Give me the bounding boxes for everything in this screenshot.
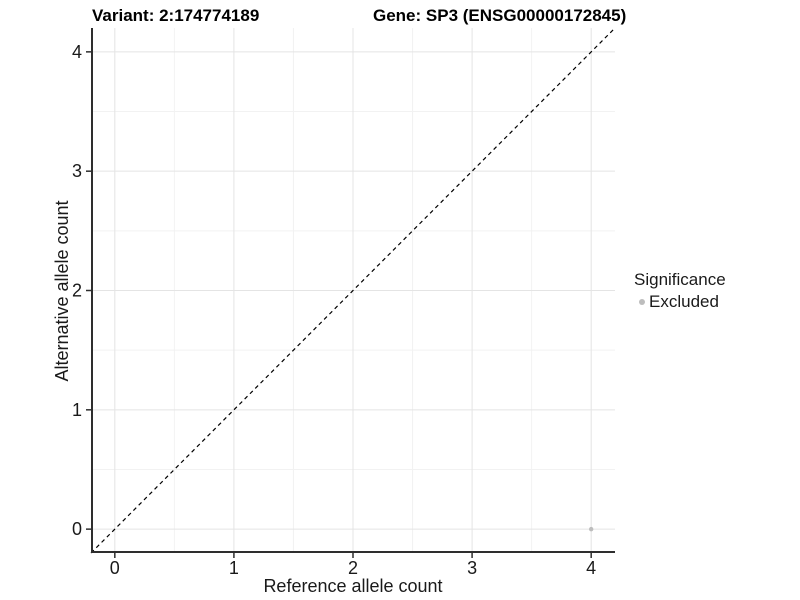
plot-title-variant: Variant: 2:174774189 <box>92 6 260 25</box>
y-tick-label: 1 <box>72 400 82 420</box>
y-tick-label: 4 <box>72 42 82 62</box>
x-tick-label: 2 <box>348 558 358 578</box>
legend-point-icon <box>639 299 645 305</box>
y-tick-label: 2 <box>72 281 82 301</box>
x-tick-label: 4 <box>586 558 596 578</box>
plot-title-gene: Gene: SP3 (ENSG00000172845) <box>373 6 627 25</box>
identity-line <box>90 27 616 554</box>
y-tick-label: 3 <box>72 161 82 181</box>
x-tick-label: 3 <box>467 558 477 578</box>
legend-item-label: Excluded <box>649 292 719 311</box>
legend: Significance Excluded <box>634 270 726 312</box>
y-tick-label: 0 <box>72 519 82 539</box>
legend-title: Significance <box>634 270 726 289</box>
x-tick-label: 1 <box>229 558 239 578</box>
x-tick-label: 0 <box>110 558 120 578</box>
x-axis-title: Reference allele count <box>263 576 443 596</box>
y-axis-title: Alternative allele count <box>52 200 72 382</box>
legend-item-excluded: Excluded <box>634 292 726 312</box>
data-point <box>588 526 594 532</box>
